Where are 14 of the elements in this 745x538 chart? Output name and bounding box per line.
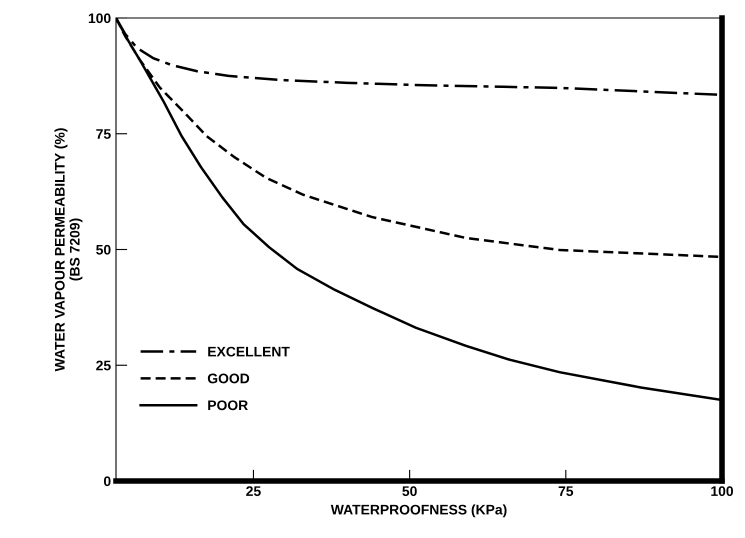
legend-label: EXCELLENT bbox=[208, 346, 290, 357]
x-tick-label: 100 bbox=[711, 486, 734, 496]
y-tick-label: 50 bbox=[96, 244, 111, 255]
y-tick-label: 100 bbox=[88, 13, 111, 24]
x-axis-title: WATERPROOFNESS (KPa) bbox=[330, 504, 507, 518]
x-tick-label: 50 bbox=[402, 486, 417, 496]
y-tick-label: 25 bbox=[96, 360, 111, 370]
legend-label: GOOD bbox=[208, 374, 250, 384]
legend-label: POOR bbox=[208, 400, 248, 410]
x-tick-label: 25 bbox=[246, 486, 261, 496]
y-tick-label: 75 bbox=[96, 129, 111, 139]
x-tick-label: 75 bbox=[558, 486, 574, 496]
y-axis-title: WATER VAPOUR PERMEABILITY (%) (BS 7209) bbox=[54, 128, 82, 372]
y-tick-label: 0 bbox=[104, 476, 111, 486]
